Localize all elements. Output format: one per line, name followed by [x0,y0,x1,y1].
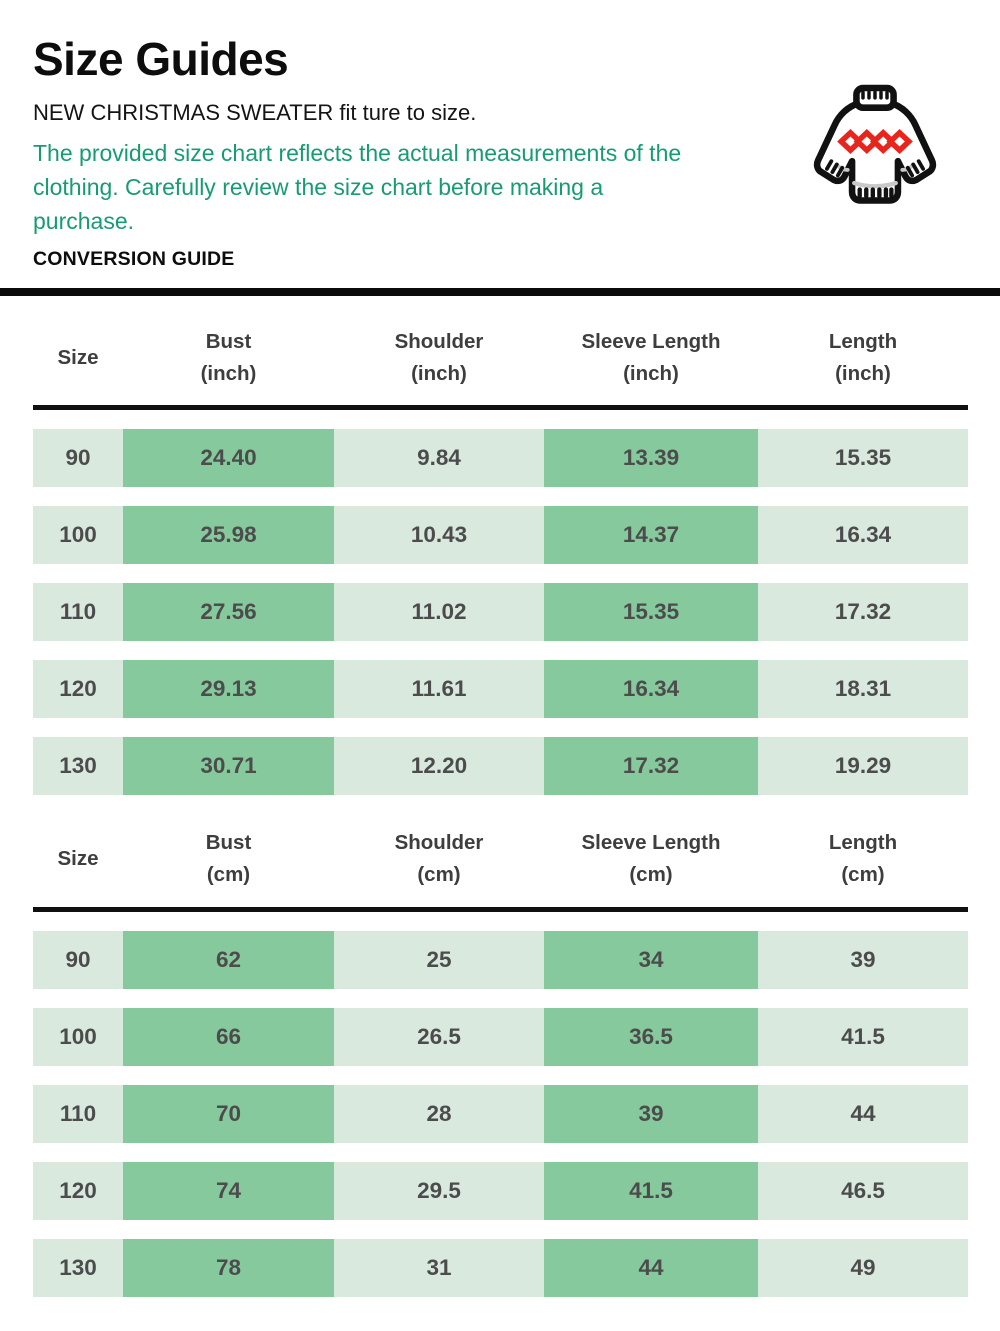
cell-length: 44 [758,1084,968,1143]
table-row: 90 62 25 34 39 [33,930,968,989]
cell-size: 130 [33,737,123,796]
column-header-size: Size [57,847,99,871]
column-header-shoulder: Shoulder (inch) [394,329,484,385]
cell-sleeve-length: 14.37 [544,506,758,565]
column-header-sleeve-length: Sleeve Length (inch) [581,329,721,385]
section-divider [0,287,1000,296]
cell-bust: 78 [123,1238,334,1297]
cell-length: 19.29 [758,737,968,796]
cell-bust: 30.71 [123,737,334,796]
cell-shoulder: 28 [334,1084,544,1143]
cell-size: 120 [33,1161,123,1220]
cell-sleeve-length: 17.32 [544,737,758,796]
cell-sleeve-length: 36.5 [544,1007,758,1066]
column-header-bust: Bust (cm) [205,831,252,887]
cell-sleeve-length: 44 [544,1238,758,1297]
cell-shoulder: 29.5 [334,1161,544,1220]
table-row: 130 30.71 12.20 17.32 19.29 [33,737,968,796]
fit-subtitle: NEW CHRISTMAS SWEATER fit ture to size. [33,99,477,125]
size-chart-description: The provided size chart reflects the act… [33,140,682,234]
cell-bust: 25.98 [123,506,334,565]
cell-length: 16.34 [758,506,968,565]
cell-sleeve-length: 41.5 [544,1161,758,1220]
table-header-row: Size Bust (inch) Shoulder (inch) Sleeve Le… [33,296,968,411]
diamond-pattern [837,129,913,155]
christmas-sweater-icon [804,84,946,226]
cell-length: 18.31 [758,660,968,719]
cell-size: 110 [33,583,123,642]
cell-size: 110 [33,1084,123,1143]
column-header-size: Size [57,345,99,369]
cell-bust: 24.40 [123,429,334,488]
cell-bust: 70 [123,1084,334,1143]
table-row: 130 78 31 44 49 [33,1238,968,1297]
cell-length: 17.32 [758,583,968,642]
cell-size: 130 [33,1238,123,1297]
cell-sleeve-length: 15.35 [544,583,758,642]
cell-bust: 66 [123,1007,334,1066]
cell-sleeve-length: 39 [544,1084,758,1143]
table-row: 110 27.56 11.02 15.35 17.32 [33,583,968,642]
cell-size: 120 [33,660,123,719]
cell-length: 39 [758,930,968,989]
cell-size: 90 [33,429,123,488]
table-row: 110 70 28 39 44 [33,1084,968,1143]
cell-bust: 29.13 [123,660,334,719]
cell-shoulder: 12.20 [334,737,544,796]
size-table-cm: Size Bust (cm) Shoulder (cm) Sleeve Length… [33,795,968,1297]
cell-length: 41.5 [758,1007,968,1066]
page-title: Size Guides [33,33,289,85]
column-header-shoulder: Shoulder (cm) [394,831,484,887]
cell-shoulder: 26.5 [334,1007,544,1066]
size-table-inches: Size Bust (inch) Shoulder (inch) Sleeve Le… [33,296,968,796]
column-header-sleeve-length: Sleeve Length (cm) [581,831,721,887]
table-row: 100 25.98 10.43 14.37 16.34 [33,506,968,565]
cell-bust: 62 [123,930,334,989]
cell-length: 15.35 [758,429,968,488]
page-header: Size Guides NEW CHRISTMAS SWEATER fit tu… [0,0,1000,272]
table-row: 100 66 26.5 36.5 41.5 [33,1007,968,1066]
cell-sleeve-length: 13.39 [544,429,758,488]
column-header-length: Length (cm) [828,831,898,887]
cell-shoulder: 10.43 [334,506,544,565]
cell-shoulder: 9.84 [334,429,544,488]
cell-length: 49 [758,1238,968,1297]
cell-size: 100 [33,506,123,565]
cell-sleeve-length: 16.34 [544,660,758,719]
cell-shoulder: 11.61 [334,660,544,719]
cell-shoulder: 25 [334,930,544,989]
cell-shoulder: 31 [334,1238,544,1297]
conversion-guide-label: CONVERSION GUIDE [33,247,235,270]
cell-bust: 74 [123,1161,334,1220]
table-row: 90 24.40 9.84 13.39 15.35 [33,429,968,488]
cell-sleeve-length: 34 [544,930,758,989]
cell-bust: 27.56 [123,583,334,642]
cell-size: 100 [33,1007,123,1066]
column-header-length: Length (inch) [828,329,898,385]
column-header-bust: Bust (inch) [200,329,257,385]
cell-length: 46.5 [758,1161,968,1220]
table-row: 120 74 29.5 41.5 46.5 [33,1161,968,1220]
cell-size: 90 [33,930,123,989]
cell-shoulder: 11.02 [334,583,544,642]
table-header-row: Size Bust (cm) Shoulder (cm) Sleeve Length… [33,795,968,912]
table-row: 120 29.13 11.61 16.34 18.31 [33,660,968,719]
